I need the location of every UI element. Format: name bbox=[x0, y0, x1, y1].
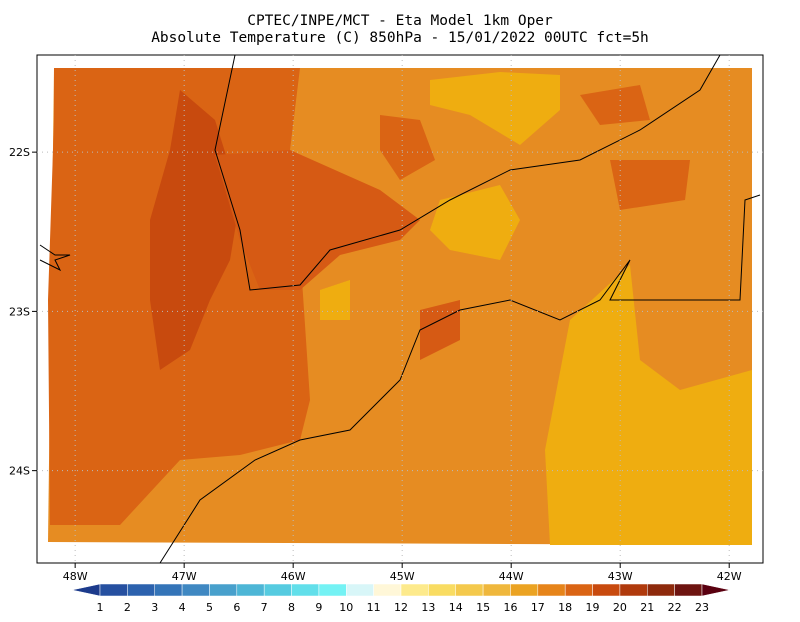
x-tick-label: 45W bbox=[390, 570, 415, 583]
colorbar-label: 20 bbox=[613, 601, 627, 614]
x-tick-label: 47W bbox=[172, 570, 197, 583]
colorbar-box bbox=[674, 583, 703, 597]
temperature-field bbox=[48, 68, 752, 545]
y-tick-label: 23S bbox=[9, 305, 30, 318]
colorbar-box bbox=[127, 583, 155, 597]
field-warm bbox=[215, 150, 420, 290]
colorbar-label: 7 bbox=[261, 601, 268, 614]
colorbar-box bbox=[291, 583, 320, 597]
colorbar-box bbox=[181, 583, 210, 597]
colorbar-label: 22 bbox=[668, 601, 682, 614]
colorbar-label: 1 bbox=[97, 601, 104, 614]
colorbar-label: 10 bbox=[339, 601, 353, 614]
colorbar-label: 2 bbox=[124, 601, 131, 614]
colorbar-label: 17 bbox=[531, 601, 545, 614]
colorbar: 1 2 3 4 5 6 7 8 9 10 11 12 13 14 15 16 17 18 19 20 21 22 23 bbox=[71, 583, 731, 614]
state-border bbox=[214, 54, 721, 291]
subtitle: Absolute Temperature (C) 850hPa - 15/01/… bbox=[151, 30, 649, 46]
colorbar-label: 14 bbox=[449, 601, 463, 614]
colorbar-label: 3 bbox=[151, 601, 158, 614]
border-fragment bbox=[39, 244, 71, 272]
colorbar-box bbox=[619, 583, 648, 597]
colorbar-box bbox=[428, 583, 456, 597]
colorbar-label: 11 bbox=[367, 601, 381, 614]
colorbar-box bbox=[400, 583, 429, 597]
colorbar-label: 12 bbox=[394, 601, 408, 614]
field-cool bbox=[430, 72, 560, 145]
title: CPTEC/INPE/MCT - Eta Model 1km Oper bbox=[247, 13, 553, 29]
x-tick-label: 43W bbox=[608, 570, 633, 583]
colorbar-label: 15 bbox=[476, 601, 490, 614]
field-cool bbox=[430, 185, 520, 260]
colorbar-label: 4 bbox=[179, 601, 186, 614]
colorbar-arrow bbox=[71, 583, 101, 597]
field-cool bbox=[545, 265, 752, 545]
graticule: 48W 47W 46W 45W 44W 43W 42W 22S 23S 24S bbox=[9, 55, 763, 583]
x-tick-label: 48W bbox=[63, 570, 88, 583]
field-warm bbox=[380, 115, 435, 180]
colorbar-label: 21 bbox=[640, 601, 654, 614]
colorbar-label: 9 bbox=[315, 601, 322, 614]
colorbar-box bbox=[99, 583, 128, 597]
colorbar-label: 8 bbox=[288, 601, 295, 614]
y-tick-label: 24S bbox=[9, 465, 30, 478]
field-cool bbox=[320, 280, 350, 320]
colorbar-label: 19 bbox=[586, 601, 600, 614]
colorbar-box bbox=[592, 583, 621, 597]
x-tick-label: 42W bbox=[717, 570, 742, 583]
colorbar-label: 18 bbox=[558, 601, 572, 614]
field-warm bbox=[610, 160, 690, 210]
colorbar-label: 13 bbox=[421, 601, 435, 614]
coastline bbox=[159, 194, 761, 564]
colorbar-box bbox=[346, 583, 374, 597]
colorbar-box bbox=[564, 583, 593, 597]
colorbar-label: 23 bbox=[695, 601, 709, 614]
colorbar-label: 5 bbox=[206, 601, 213, 614]
colorbar-box bbox=[537, 583, 566, 597]
field-warm bbox=[580, 85, 650, 125]
x-tick-label: 46W bbox=[281, 570, 306, 583]
colorbar-box bbox=[263, 583, 292, 597]
x-tick-label: 44W bbox=[499, 570, 524, 583]
colorbar-box bbox=[647, 583, 675, 597]
colorbar-box bbox=[318, 583, 347, 597]
colorbar-label: 6 bbox=[233, 601, 240, 614]
colorbar-arrow bbox=[701, 583, 731, 597]
y-tick-label: 22S bbox=[9, 146, 30, 159]
colorbar-box bbox=[373, 583, 402, 597]
colorbar-box bbox=[482, 583, 511, 597]
colorbar-box bbox=[209, 583, 238, 597]
colorbar-label: 16 bbox=[503, 601, 517, 614]
colorbar-box bbox=[455, 583, 484, 597]
colorbar-box bbox=[154, 583, 183, 597]
colorbar-box bbox=[236, 583, 265, 597]
colorbar-box bbox=[510, 583, 539, 597]
